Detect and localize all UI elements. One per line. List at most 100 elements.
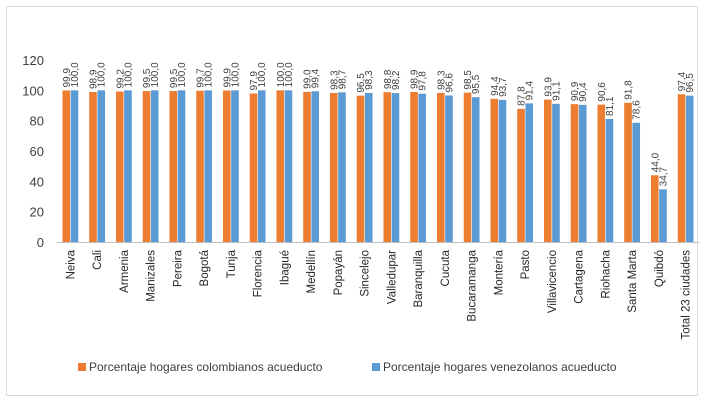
bar-venezolanos: [578, 104, 587, 242]
data-label: 97,9: [249, 71, 260, 91]
category-label: Bogotá: [199, 249, 211, 286]
category-label: Popayán: [333, 250, 345, 295]
data-label: 98,3: [329, 70, 340, 90]
data-label: 100,0: [284, 62, 295, 87]
bar-colombianos: [517, 108, 525, 242]
data-label: 96,5: [356, 73, 367, 93]
y-tick-label: 20: [30, 205, 44, 220]
bar-colombianos: [62, 90, 71, 242]
legend-entry: Porcentaje hogares colombianos acueducto: [89, 360, 323, 374]
category-label: Valledupar: [386, 250, 398, 304]
bar-colombianos: [650, 175, 659, 242]
y-tick-label: 40: [30, 174, 44, 189]
bar-colombianos: [276, 90, 285, 242]
bar-venezolanos: [552, 103, 560, 242]
category-label: Total 23 ciudades: [681, 250, 693, 340]
data-label: 93,7: [498, 77, 509, 97]
data-label: 99,9: [62, 68, 73, 88]
data-label: 100,0: [177, 62, 188, 87]
category-label: Cali: [92, 250, 104, 270]
bar-colombianos: [356, 95, 365, 243]
data-label: 98,3: [364, 70, 375, 90]
data-label: 100,0: [97, 62, 108, 87]
category-label: Santa Marta: [627, 249, 639, 312]
category-label: Medellín: [306, 250, 318, 293]
data-label: 97,4: [677, 71, 688, 91]
bar-colombianos: [196, 90, 204, 242]
data-label: 34,7: [658, 166, 669, 186]
data-label: 91,1: [551, 81, 562, 101]
bar-colombianos: [624, 102, 632, 243]
bar-colombianos: [490, 98, 499, 243]
bar-colombianos: [436, 92, 445, 242]
bar-colombianos: [142, 91, 151, 242]
data-label: 91,8: [624, 80, 635, 100]
bar-colombianos: [410, 92, 418, 242]
category-label: Cucuta: [440, 249, 452, 286]
category-label: Quibdó: [654, 250, 666, 287]
data-label: 100,0: [204, 62, 215, 87]
bar-venezolanos: [605, 118, 614, 242]
category-label: Riohacha: [600, 249, 612, 298]
data-label: 100,0: [70, 62, 81, 87]
data-label: 95,5: [471, 74, 482, 94]
legend-swatch-venezolanos: [372, 363, 380, 371]
data-label: 99,0: [303, 69, 314, 89]
data-label: 93,9: [543, 77, 554, 97]
y-tick-label: 80: [30, 114, 44, 129]
data-label: 99,5: [142, 68, 153, 88]
category-label: Villavicencio: [547, 250, 559, 313]
data-label: 98,2: [391, 70, 402, 90]
y-tick-label: 120: [22, 53, 44, 68]
category-label: Manizales: [146, 250, 158, 302]
data-label: 81,1: [605, 96, 616, 116]
bar-venezolanos: [338, 92, 346, 243]
bar-venezolanos: [177, 90, 186, 242]
bar-venezolanos: [311, 91, 320, 242]
data-label: 98,3: [436, 70, 447, 90]
bar-venezolanos: [632, 122, 641, 242]
data-label: 98,7: [337, 69, 348, 89]
bar-venezolanos: [150, 90, 159, 242]
bar-venezolanos: [70, 90, 79, 242]
y-tick-label: 0: [37, 235, 44, 250]
category-label: Tunja: [226, 249, 238, 278]
category-label: Baranquilla: [413, 249, 425, 307]
data-label: 99,9: [222, 68, 233, 88]
category-label: Armenia: [119, 249, 131, 292]
legend-entry: Porcentaje hogares venezolanos acueducto: [383, 360, 617, 374]
y-tick-label: 100: [22, 83, 44, 98]
category-label: Montería: [493, 249, 505, 295]
category-label: Sincelejo: [360, 250, 372, 297]
data-label: 100,0: [257, 62, 268, 87]
data-label: 87,8: [517, 86, 528, 106]
data-label: 91,4: [525, 80, 536, 100]
bar-colombianos: [89, 92, 97, 242]
bar-venezolanos: [471, 97, 480, 243]
data-label: 100,0: [150, 62, 161, 87]
category-label: Ibagué: [279, 250, 291, 285]
bar-colombianos: [597, 104, 606, 242]
bar-venezolanos: [685, 95, 694, 243]
bar-venezolanos: [204, 90, 213, 242]
data-label: 100,0: [123, 62, 134, 87]
category-label: Pereira: [172, 249, 184, 287]
bar-colombianos: [169, 91, 178, 242]
bar-venezolanos: [659, 189, 667, 242]
data-label: 100,0: [230, 62, 241, 87]
data-label: 90,6: [597, 82, 608, 102]
data-label: 98,9: [89, 69, 100, 89]
data-label: 98,5: [463, 70, 474, 90]
data-label: 98,9: [410, 69, 421, 89]
data-label: 94,4: [490, 76, 501, 96]
data-label: 96,5: [685, 73, 696, 93]
bar-venezolanos: [284, 90, 293, 242]
data-label: 90,4: [578, 82, 589, 102]
data-label: 98,8: [383, 69, 394, 89]
category-label: Neiva: [65, 249, 77, 279]
bar-venezolanos: [124, 90, 132, 242]
bar-venezolanos: [498, 99, 507, 242]
category-label: Cartagena: [574, 249, 586, 303]
data-label: 99,5: [169, 68, 180, 88]
data-label: 99,2: [115, 69, 126, 89]
